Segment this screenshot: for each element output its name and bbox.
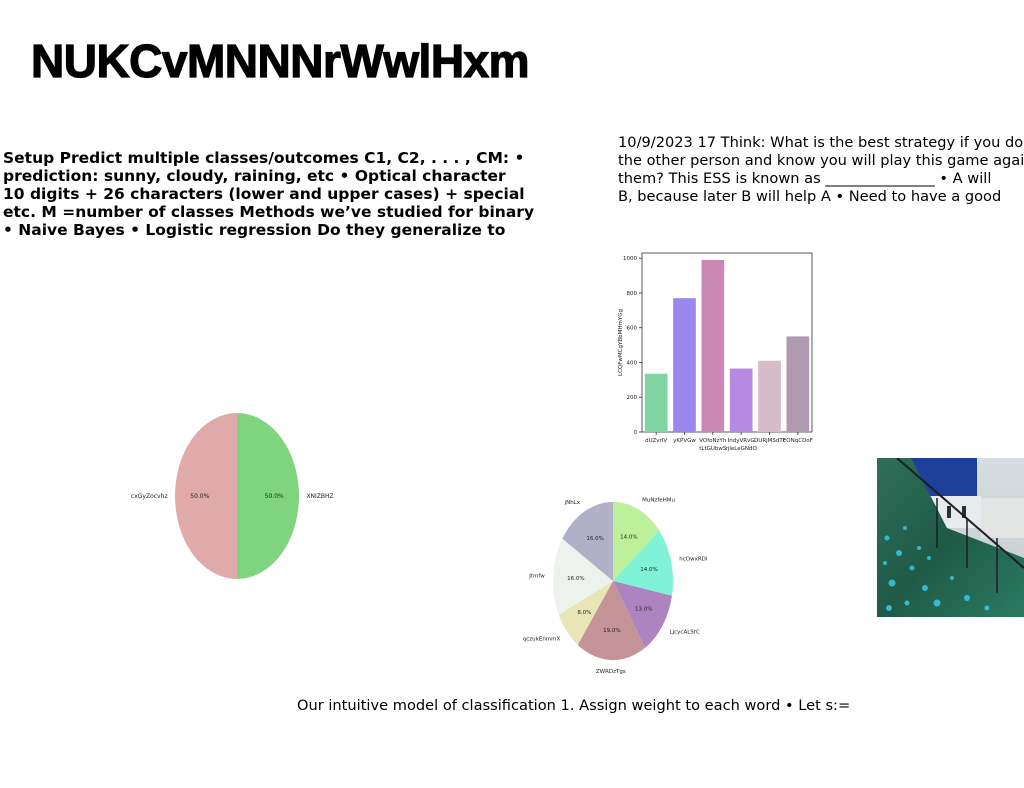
bar — [758, 360, 781, 432]
x-tick-label: dUZvrIV — [645, 438, 667, 444]
bar — [644, 373, 668, 432]
pie-label: hcOwxRDI — [679, 557, 708, 563]
y-axis-label: LCQFwMCgYBbMHmYGg — [618, 309, 624, 376]
x-tick-label: EONqCDoF — [783, 438, 813, 444]
pie-pct-label: 8.0% — [577, 610, 591, 616]
slide-title: NUKCvMNNNrWwlHxm — [30, 34, 530, 87]
bar-chart: 0 200 400 600 800 1000 dUZvrIV yKPVGw VOfoNzYh tL… — [612, 248, 822, 458]
pie-pct-label: 16.0% — [567, 576, 584, 582]
plot-frame — [641, 252, 813, 433]
y-tick-label: 800 — [627, 291, 638, 297]
x-tick-label: yKPVGw — [673, 438, 696, 444]
pie-label: ZWRDzTgs — [596, 669, 626, 675]
pie-slice — [613, 581, 672, 648]
pie-label: jNhLx — [564, 500, 581, 506]
think-paragraph: 10/9/2023 17 Think: What is the best str… — [618, 134, 1024, 206]
bar — [729, 368, 753, 432]
setup-line: etc. M =number of classes Methods we’ve … — [3, 203, 535, 221]
pie-pct-label: 19.0% — [603, 628, 620, 634]
pie-label: cxGyZocvhz — [131, 493, 168, 500]
pie-label: LjcycALSrC — [670, 630, 700, 636]
pie-slice — [577, 581, 646, 660]
x-tick-label: tLtGUbwS — [699, 446, 727, 452]
think-line: them? This ESS is known as _____________… — [618, 170, 992, 187]
think-line: B, because later B will help A • Need to… — [618, 188, 1002, 205]
y-tick-label: 400 — [627, 360, 638, 366]
bar — [673, 298, 696, 432]
y-tick-label: 200 — [627, 395, 638, 401]
footer-text: Our intuitive model of classification 1.… — [297, 697, 851, 714]
pie-slice — [613, 530, 673, 596]
setup-line: Setup Predict multiple classes/outcomes … — [3, 149, 525, 167]
field-photo — [877, 458, 1024, 617]
pie-label: Jtmfw — [528, 573, 545, 579]
bar — [786, 336, 810, 432]
pie-slice — [558, 581, 613, 645]
pie-pct-label: 50.0% — [190, 493, 209, 500]
pie-slice — [562, 502, 613, 581]
y-tick-label: 0 — [634, 430, 638, 436]
setup-line: 10 digits + 26 characters (lower and upp… — [3, 185, 525, 203]
bar — [701, 259, 725, 432]
x-tick-label: rjleLeGNdO — [726, 446, 758, 452]
pie-slice — [237, 413, 299, 579]
pie-pct-label: 50.0% — [265, 493, 284, 500]
pie-pct-label: 13.0% — [635, 607, 652, 613]
pie-label: XNIZBHZ — [306, 493, 333, 500]
pie-pct-label: 16.0% — [586, 536, 603, 542]
pie-pct-label: 14.0% — [640, 567, 657, 573]
pie-chart-seven-slices: MuNzfeHMu 14.0% hcOwxRDI 14.0% LjcycALSrC 13.… — [520, 495, 720, 675]
pie-label: qczukEnmmX — [523, 636, 561, 642]
y-tick-label: 1000 — [623, 256, 637, 262]
x-tick-label: DURjMSdTt — [754, 438, 786, 444]
think-line: the other person and know you will play … — [618, 152, 1024, 169]
pie-slice — [553, 538, 613, 615]
setup-line: • Naive Bayes • Logistic regression Do t… — [3, 221, 506, 239]
y-tick-label: 600 — [627, 326, 638, 332]
pie-slice — [613, 502, 660, 581]
setup-paragraph: Setup Predict multiple classes/outcomes … — [3, 149, 563, 239]
pie-slice — [175, 413, 237, 579]
pie-chart-two-slices: XNIZBHZ 50.0% cxGyZocvhz 50.0% — [130, 408, 340, 586]
pie-label: MuNzfeHMu — [642, 498, 675, 504]
setup-line: prediction: sunny, cloudy, raining, etc … — [3, 167, 506, 185]
think-line: 10/9/2023 17 Think: What is the best str… — [618, 134, 1024, 151]
pie-pct-label: 14.0% — [620, 535, 637, 541]
x-tick-label: IndyVRvG — [728, 438, 755, 444]
x-tick-label: VOfoNzYh — [699, 438, 727, 444]
